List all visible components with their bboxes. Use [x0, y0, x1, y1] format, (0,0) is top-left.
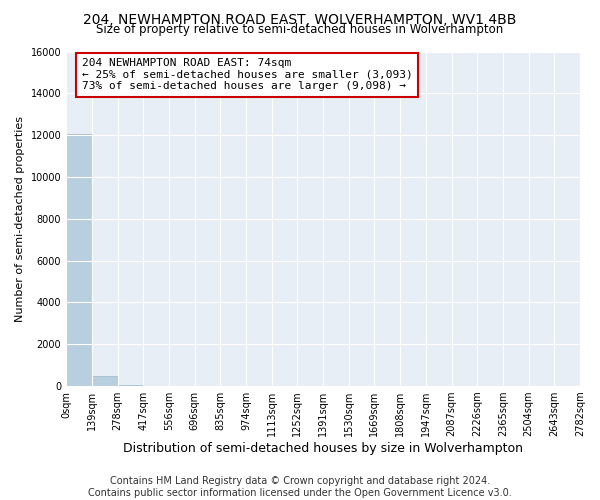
Bar: [92, 376, 118, 386]
Bar: [66, 134, 92, 386]
X-axis label: Distribution of semi-detached houses by size in Wolverhampton: Distribution of semi-detached houses by …: [123, 442, 523, 455]
Text: Size of property relative to semi-detached houses in Wolverhampton: Size of property relative to semi-detach…: [97, 22, 503, 36]
Y-axis label: Number of semi-detached properties: Number of semi-detached properties: [15, 116, 25, 322]
Text: 204, NEWHAMPTON ROAD EAST, WOLVERHAMPTON, WV1 4BB: 204, NEWHAMPTON ROAD EAST, WOLVERHAMPTON…: [83, 12, 517, 26]
Text: Contains HM Land Registry data © Crown copyright and database right 2024.
Contai: Contains HM Land Registry data © Crown c…: [88, 476, 512, 498]
Text: 204 NEWHAMPTON ROAD EAST: 74sqm
← 25% of semi-detached houses are smaller (3,093: 204 NEWHAMPTON ROAD EAST: 74sqm ← 25% of…: [82, 58, 412, 92]
